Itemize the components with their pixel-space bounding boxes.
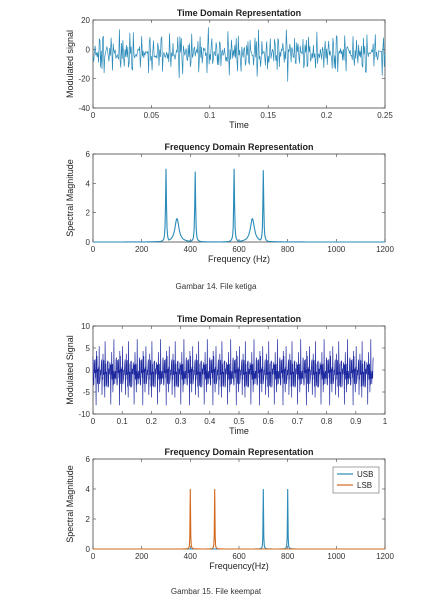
y-tick-label: 6 [86,150,91,159]
y-tick-label: -40 [78,104,90,113]
x-tick-label: 200 [135,245,149,254]
x-tick-label: 0.8 [321,417,333,426]
y-tick-label: 5 [86,344,91,353]
x-axis-label: Frequency (Hz) [208,254,270,264]
x-tick-label: 0.2 [321,111,333,120]
chart-title: Time Domain Representation [177,8,301,18]
x-tick-label: 1000 [327,552,345,561]
x-tick-label: 0.5 [233,417,245,426]
legend-box [332,466,380,494]
y-tick-label: 2 [86,515,91,524]
chart-time-domain-2: Time Domain Representation 0 0.1 0.2 0.3 0.4 0… [65,314,388,436]
x-tick-label: 0.15 [260,111,276,120]
series-line-LSB [93,488,385,550]
plot-area [92,19,386,109]
x-tick-label: 0 [91,417,96,426]
x-tick-label: 600 [232,245,246,254]
x-tick-label: 1200 [376,552,394,561]
x-axis-label: Frequency(Hz) [209,561,269,571]
x-tick-label: 800 [281,552,295,561]
y-tick-label: 0 [86,238,91,247]
x-tick-label: 600 [232,552,246,561]
y-tick-label: 0 [86,545,91,554]
figure-caption-15: Gambar 15. File keempat [170,587,262,596]
x-tick-label: 400 [184,552,198,561]
x-tick-label: 1000 [327,245,345,254]
x-tick-label: 0 [91,552,96,561]
chart-title: Frequency Domain Representation [164,447,313,457]
y-tick-label: 6 [86,455,91,464]
y-tick-label: 10 [81,322,90,331]
x-axis-label: Time [229,120,249,130]
x-tick-label: 1 [383,417,388,426]
y-axis-label: Spectral Magnitude [65,159,75,237]
figure-caption-14: Gambar 14. File ketiga [175,282,257,291]
plot-area [92,153,386,243]
x-tick-label: 0.25 [377,111,393,120]
series-line-0 [93,168,385,243]
x-tick-label: 0.9 [350,417,362,426]
x-tick-label: 0 [91,245,96,254]
y-tick-label: 4 [86,179,91,188]
chart-time-domain-1: Time Domain Representation 0 0.05 0.1 0.15 0.… [65,8,393,130]
x-tick-label: 0.6 [263,417,275,426]
x-tick-label: 400 [184,245,198,254]
y-tick-label: 4 [86,485,91,494]
y-axis-label: Modulated signal [65,30,75,98]
chart-title: Time Domain Representation [177,314,301,324]
y-tick-label: -20 [78,75,90,84]
legend-label: LSB [357,481,372,490]
x-tick-label: 1200 [376,245,394,254]
y-axis-label: Spectral Magnitude [65,465,75,543]
y-axis-label: Modulated Signal [65,335,75,405]
y-tick-label: 2 [86,209,91,218]
series-line-0 [92,339,374,406]
x-tick-label: 200 [135,552,149,561]
chart-title: Frequency Domain Representation [164,142,313,152]
y-tick-label: -5 [83,388,91,397]
x-tick-label: 0.05 [144,111,160,120]
series-line-0 [92,27,386,82]
x-tick-label: 800 [281,245,295,254]
x-tick-label: 0.2 [146,417,158,426]
y-tick-label: 0 [86,366,91,375]
x-tick-label: 0.4 [204,417,216,426]
x-tick-label: 0.7 [292,417,304,426]
x-tick-label: 0.1 [117,417,129,426]
x-axis-label: Time [229,426,249,436]
x-tick-label: 0.1 [204,111,216,120]
y-tick-label: -10 [78,410,90,419]
legend-label: USB [357,470,373,479]
x-tick-label: 0.3 [175,417,187,426]
y-tick-label: 20 [81,16,90,25]
x-tick-label: 0 [91,111,96,120]
y-tick-label: 0 [86,45,91,54]
